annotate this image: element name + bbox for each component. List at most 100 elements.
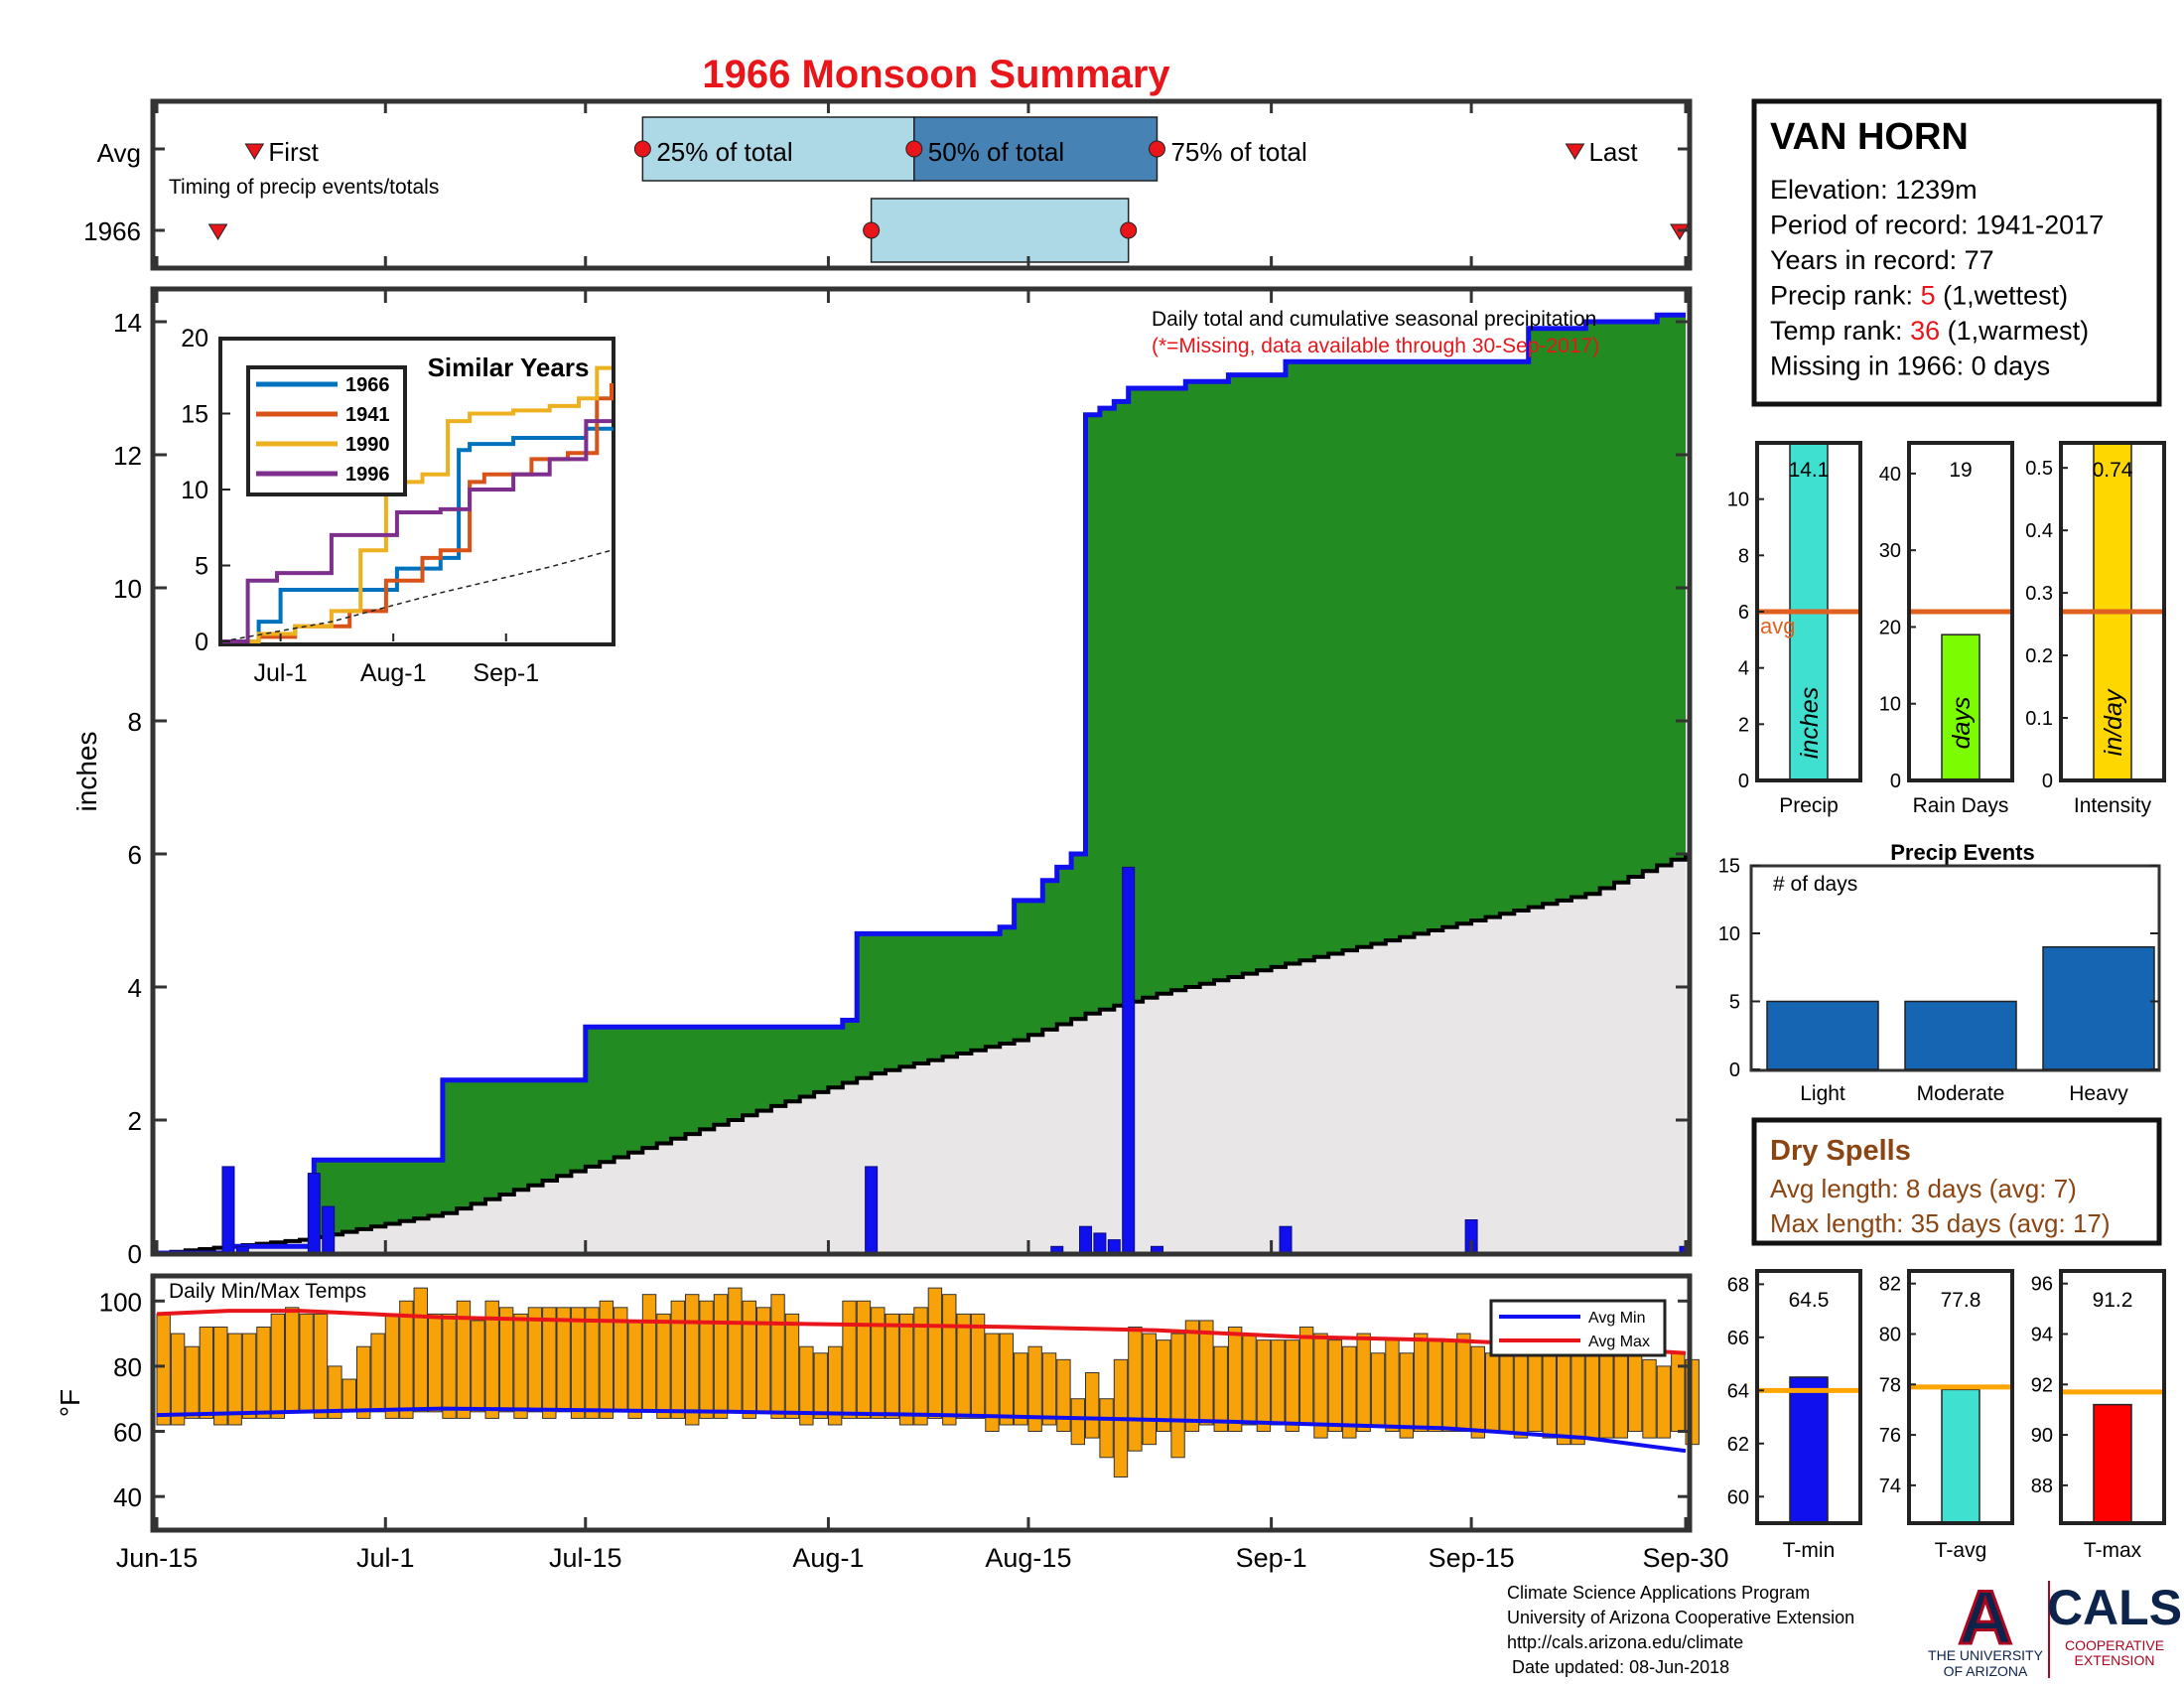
timing-caption: Timing of precip events/totals: [169, 176, 439, 199]
precip-main-border: [150, 286, 1693, 1257]
station-detail-suffix-3: (1,wettest): [1936, 281, 2069, 311]
inset-ytick-label-2: 10: [181, 477, 208, 504]
daily-temp-bar: [942, 1294, 957, 1426]
daily-temp-bar: [871, 1307, 886, 1419]
events-tick-label-0: 0: [1729, 1059, 1740, 1081]
timing-row-label-year: 1966: [83, 216, 141, 246]
station-name: VAN HORN: [1770, 116, 1969, 158]
cals-logo-sub-2: EXTENSION: [2075, 1652, 2155, 1668]
x-axis-label-4: Aug-15: [985, 1543, 1071, 1573]
daily-temp-bar: [599, 1300, 614, 1419]
daily-temp-bar: [1285, 1339, 1299, 1433]
daily-temp-bar: [299, 1313, 314, 1413]
x-axis-label-0: Jun-15: [116, 1543, 199, 1573]
daily-temp-bar: [241, 1333, 257, 1419]
daily-temp-bar: [813, 1352, 828, 1419]
figure-title: 1966 Monsoon Summary: [702, 53, 1170, 96]
daily-temp-bar: [985, 1333, 1000, 1433]
station-detail-text-3: Precip rank:: [1770, 281, 1921, 311]
temp-ytick-label-2: 80: [113, 1352, 142, 1382]
precip-events-title: Precip Events: [1890, 840, 2035, 865]
similar-years-inset: 0 5 10 15 20 Jul-1 Aug-1 Sep-1 Similar Years 19…: [181, 325, 615, 687]
daily-temp-bar: [471, 1320, 485, 1413]
daily-temp-bar: [185, 1345, 200, 1419]
inset-series-line: [222, 426, 614, 643]
daily-temp-bar: [427, 1313, 443, 1413]
main-ytick-label-0: 0: [128, 1239, 142, 1269]
year-first-marker: [207, 223, 228, 240]
daily-precip-bar: [1093, 1232, 1107, 1254]
dry-spells-avg: Avg length: 8 days (avg: 7): [1770, 1174, 2077, 1203]
temp-box-tick-label-1-4: 82: [1879, 1274, 1901, 1296]
daily-temp-bar: [1085, 1371, 1100, 1439]
year-25-75-box: [870, 198, 1130, 263]
daily-temp-bar: [384, 1313, 400, 1419]
daily-temp-bar: [656, 1313, 671, 1419]
inset-ytick-label-1: 5: [195, 553, 208, 581]
daily-temp-bar: [328, 1365, 342, 1419]
daily-temp-bar: [1227, 1327, 1243, 1433]
daily-temp-bar: [1485, 1352, 1500, 1433]
year-25-marker: [863, 221, 881, 239]
daily-precip-bar: [865, 1166, 879, 1254]
events-tick-label-2: 10: [1718, 923, 1740, 945]
daily-precip-bar: [322, 1205, 336, 1254]
inset-title: Similar Years: [428, 352, 590, 382]
daily-temp-bar: [313, 1313, 329, 1419]
x-axis-label-7: Sep-30: [1642, 1543, 1728, 1573]
inset-series-line: [222, 365, 612, 643]
daily-temp-bar: [842, 1300, 857, 1419]
avg-50-marker: [905, 140, 923, 158]
bar-panel-frame-1: [1907, 441, 2014, 782]
station-detail-line-4: Temp rank: 36 (1,warmest): [1770, 316, 2089, 346]
temp-box-tick-label-0-4: 68: [1727, 1274, 1749, 1296]
temp-box-tick-label-1-2: 78: [1879, 1374, 1901, 1396]
inset-series-line: [222, 419, 612, 643]
station-detail-line-2: Years in record: 77: [1770, 245, 1994, 275]
avg-75-label: 75% of total: [1170, 137, 1306, 167]
inset-series-line: [221, 549, 613, 642]
daily-temp-bar: [498, 1307, 514, 1413]
daily-temp-bar: [256, 1327, 271, 1419]
avg-first-marker: [244, 143, 265, 160]
daily-temp-bar: [556, 1307, 571, 1413]
cals-logo: CALS COOPERATIVE EXTENSION: [2047, 1580, 2182, 1668]
daily-temp-bar: [1327, 1339, 1343, 1433]
summary-tick-label-1-3: 30: [1879, 540, 1901, 562]
daily-temp-bar: [1356, 1333, 1371, 1433]
station-details: Elevation: 1239m Period of record: 1941-2…: [1770, 175, 2104, 381]
daily-precip-bar: [1107, 1239, 1121, 1254]
temps-plot: 40 60 80 100 Jun-15 Jul-1 Jul-15 Aug-1 Aug-15 Sep…: [99, 1287, 1729, 1573]
precip-event-bar-1: [1904, 1000, 2017, 1070]
temp-box-tick-label-1-1: 76: [1879, 1425, 1901, 1447]
main-ytick-label-6: 12: [113, 441, 142, 471]
summary-tick-label-0-0: 0: [1738, 771, 1749, 792]
temp-summary-bar-1: [1941, 1388, 1980, 1524]
daily-temp-bar: [1271, 1339, 1286, 1426]
daily-temp-bar: [1014, 1352, 1028, 1426]
summary-tick-label-2-3: 0.3: [2025, 583, 2053, 605]
daily-temp-bar: [1142, 1333, 1157, 1446]
summary-unit-2: in/day: [2100, 688, 2127, 756]
station-detail-value-4: 36: [1910, 316, 1940, 346]
daily-temp-bar: [227, 1333, 242, 1426]
daily-temp-bar: [1242, 1333, 1257, 1426]
daily-temp-bar: [370, 1333, 385, 1413]
daily-temp-bar: [614, 1307, 628, 1413]
inset-plot: 0 5 10 15 20 Jul-1 Aug-1 Sep-1: [181, 325, 614, 687]
daily-precip-bar: [1122, 866, 1136, 1254]
x-axis-label-1: Jul-1: [356, 1543, 415, 1573]
temp-box-tick-label-0-3: 66: [1727, 1328, 1749, 1349]
summary-value-0: 14.1: [1789, 459, 1830, 482]
main-ytick-label-5: 10: [113, 574, 142, 604]
daily-precip-bar: [1079, 1225, 1093, 1254]
temp-ytick-label-1: 60: [113, 1418, 142, 1448]
daily-temp-bar: [999, 1333, 1015, 1426]
temp-box-value-2: 91.2: [2093, 1289, 2133, 1312]
main-ytick-label-7: 14: [113, 308, 142, 338]
daily-precip-bar: [221, 1166, 235, 1254]
main-ytick-label-1: 2: [128, 1106, 142, 1136]
daily-temp-bar: [213, 1327, 228, 1426]
inset-xtick-label-1: Aug-1: [360, 659, 427, 687]
daily-temp-bar: [1370, 1352, 1386, 1426]
